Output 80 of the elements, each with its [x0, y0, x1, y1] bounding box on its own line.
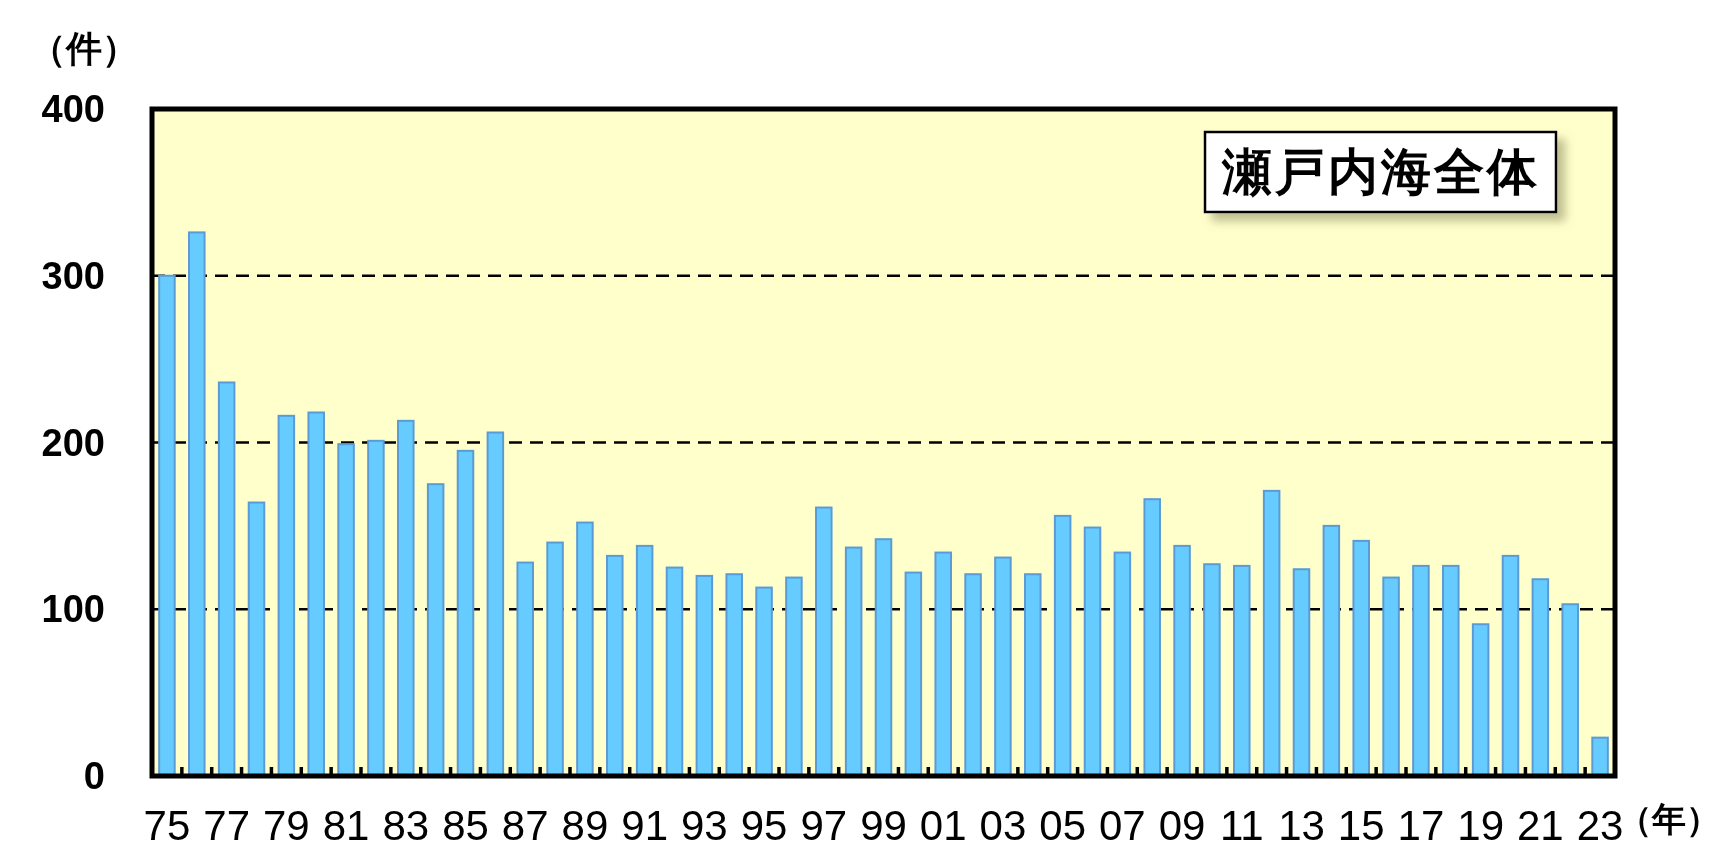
bar	[1083, 526, 1102, 777]
bar	[217, 381, 236, 777]
y-tick-label: 100	[41, 588, 105, 631]
bar	[844, 546, 863, 777]
bar	[1471, 623, 1490, 777]
bar	[247, 501, 266, 777]
bar	[1591, 736, 1609, 777]
bar	[934, 551, 952, 777]
bar	[486, 431, 505, 777]
bar	[904, 571, 923, 777]
bar	[1322, 524, 1341, 777]
x-tick-label: 89	[561, 802, 609, 849]
x-tick-label: 95	[740, 802, 788, 849]
x-tick-label: 05	[1039, 802, 1086, 849]
x-tick-label: 97	[800, 802, 848, 849]
bar	[695, 574, 714, 777]
bar	[785, 576, 803, 777]
x-tick-label: 83	[382, 802, 430, 849]
y-axis-title: （件）	[30, 28, 138, 69]
bar	[1203, 563, 1221, 777]
bar	[1233, 564, 1251, 777]
x-tick-label: 07	[1099, 802, 1146, 849]
bar	[1412, 564, 1430, 777]
bar	[1024, 573, 1042, 777]
bar	[1292, 568, 1311, 777]
x-tick-label: 77	[203, 802, 250, 849]
x-tick-label: 81	[322, 802, 370, 849]
y-tick-label: 0	[83, 755, 105, 797]
bar	[964, 573, 982, 777]
x-tick-label: 19	[1457, 802, 1504, 849]
x-tick-label: 09	[1158, 802, 1206, 849]
x-tick-label: 15	[1337, 802, 1385, 849]
bar	[1531, 578, 1550, 777]
bar	[277, 414, 296, 777]
bar	[516, 561, 534, 777]
x-tick-label: 21	[1517, 802, 1564, 849]
bar	[188, 231, 206, 777]
x-tick-label: 91	[621, 802, 668, 849]
x-tick-label: 17	[1397, 802, 1445, 849]
bar	[1561, 603, 1579, 777]
bar	[1113, 551, 1132, 777]
bar	[1053, 514, 1072, 777]
bar	[1262, 489, 1281, 777]
bar	[725, 573, 743, 777]
x-tick-label: 87	[501, 802, 549, 849]
y-tick-label: 400	[41, 88, 105, 130]
bar	[397, 419, 415, 777]
bar	[456, 449, 475, 777]
bar	[665, 566, 684, 777]
x-tick-label: 93	[681, 802, 728, 849]
bar	[1501, 554, 1520, 777]
bar	[367, 439, 385, 777]
bar	[426, 483, 445, 777]
bar	[755, 586, 773, 777]
bar	[1382, 576, 1400, 777]
bar	[606, 554, 624, 777]
bar	[1143, 498, 1161, 777]
bar	[815, 506, 833, 777]
bar	[576, 521, 594, 777]
bar	[158, 274, 176, 777]
x-tick-label: 11	[1219, 802, 1264, 849]
bar	[1352, 539, 1370, 777]
bar	[1442, 564, 1460, 777]
bar	[307, 411, 325, 777]
x-tick-label: 75	[143, 802, 191, 849]
x-tick-label: 03	[979, 802, 1027, 849]
x-tick-label: 01	[919, 802, 967, 849]
x-tick-label: 85	[442, 802, 489, 849]
y-tick-label: 200	[41, 421, 105, 464]
bar	[546, 541, 564, 777]
bar	[635, 544, 654, 777]
bar	[994, 556, 1012, 777]
bar	[1173, 544, 1191, 777]
text: 瀬戸内海全体	[1221, 144, 1540, 200]
y-tick-label: 300	[41, 254, 105, 297]
bar	[874, 538, 893, 777]
x-tick-label: 79	[263, 802, 310, 849]
x-tick-label: 99	[860, 802, 907, 849]
x-tick-label: 13	[1278, 802, 1325, 849]
bar	[337, 443, 355, 777]
